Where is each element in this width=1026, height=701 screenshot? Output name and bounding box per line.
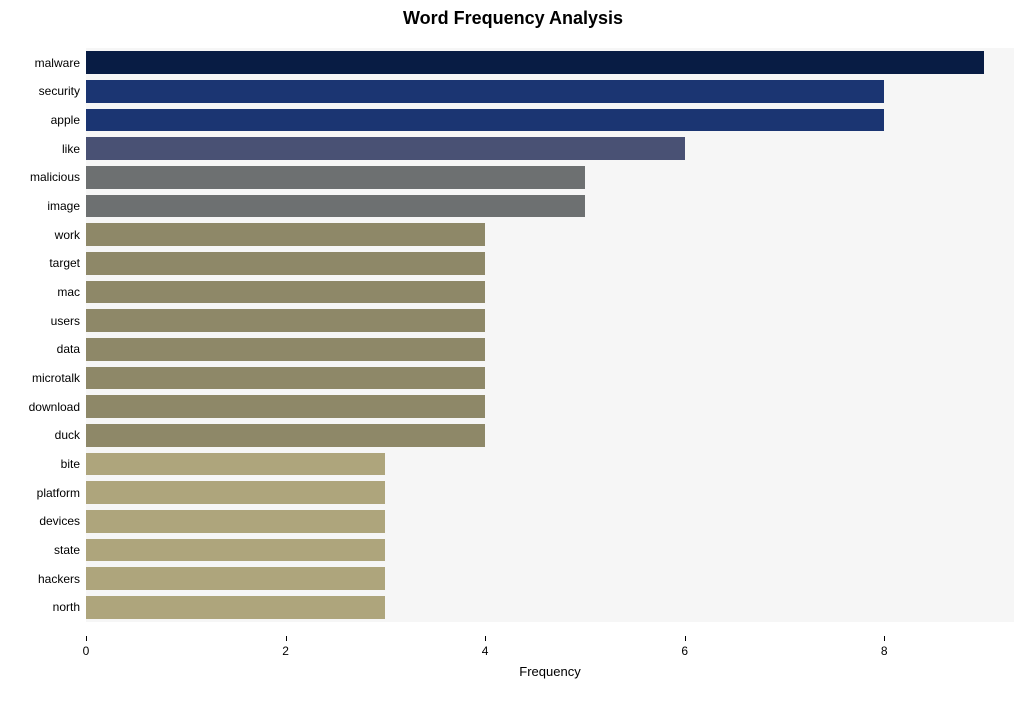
bar [86, 395, 485, 417]
y-tick-label: mac [57, 285, 86, 299]
y-tick-label: download [29, 400, 86, 414]
y-tick-label: devices [39, 514, 86, 528]
bar [86, 51, 984, 73]
y-tick-label: duck [55, 428, 86, 442]
x-tick-label: 8 [881, 644, 888, 658]
y-tick-label: bite [61, 457, 86, 471]
bar [86, 453, 385, 475]
bar [86, 596, 385, 618]
bar [86, 481, 385, 503]
bar [86, 166, 585, 188]
y-tick-label: malware [35, 56, 86, 70]
x-tick-mark [685, 636, 686, 641]
y-tick-label: data [57, 342, 86, 356]
y-tick-label: hackers [38, 572, 86, 586]
bar [86, 195, 585, 217]
x-tick-label: 6 [681, 644, 688, 658]
word-frequency-chart: Word Frequency Analysis Frequency malwar… [0, 0, 1026, 701]
x-tick-mark [286, 636, 287, 641]
x-tick-label: 2 [282, 644, 289, 658]
x-axis-label: Frequency [86, 664, 1014, 679]
y-tick-label: apple [51, 113, 86, 127]
y-tick-label: work [55, 228, 86, 242]
bar [86, 424, 485, 446]
bar [86, 281, 485, 303]
bar [86, 309, 485, 331]
bar [86, 109, 884, 131]
bar [86, 252, 485, 274]
x-tick-label: 4 [482, 644, 489, 658]
y-tick-label: microtalk [32, 371, 86, 385]
y-tick-label: platform [37, 486, 86, 500]
x-tick-mark [86, 636, 87, 641]
bar [86, 137, 685, 159]
chart-title: Word Frequency Analysis [0, 8, 1026, 29]
x-tick-mark [485, 636, 486, 641]
y-tick-label: state [54, 543, 86, 557]
y-tick-label: malicious [30, 170, 86, 184]
x-tick-label: 0 [83, 644, 90, 658]
bar [86, 223, 485, 245]
bar [86, 510, 385, 532]
y-tick-label: image [47, 199, 86, 213]
y-tick-label: north [53, 600, 86, 614]
bar [86, 567, 385, 589]
y-tick-label: target [49, 256, 86, 270]
y-tick-label: security [39, 84, 86, 98]
y-tick-label: users [51, 314, 86, 328]
y-tick-label: like [62, 142, 86, 156]
plot-area: Frequency malwaresecurityapplelikemalici… [86, 34, 1014, 636]
x-tick-mark [884, 636, 885, 641]
bar [86, 539, 385, 561]
bar [86, 367, 485, 389]
bar [86, 338, 485, 360]
bar [86, 80, 884, 102]
